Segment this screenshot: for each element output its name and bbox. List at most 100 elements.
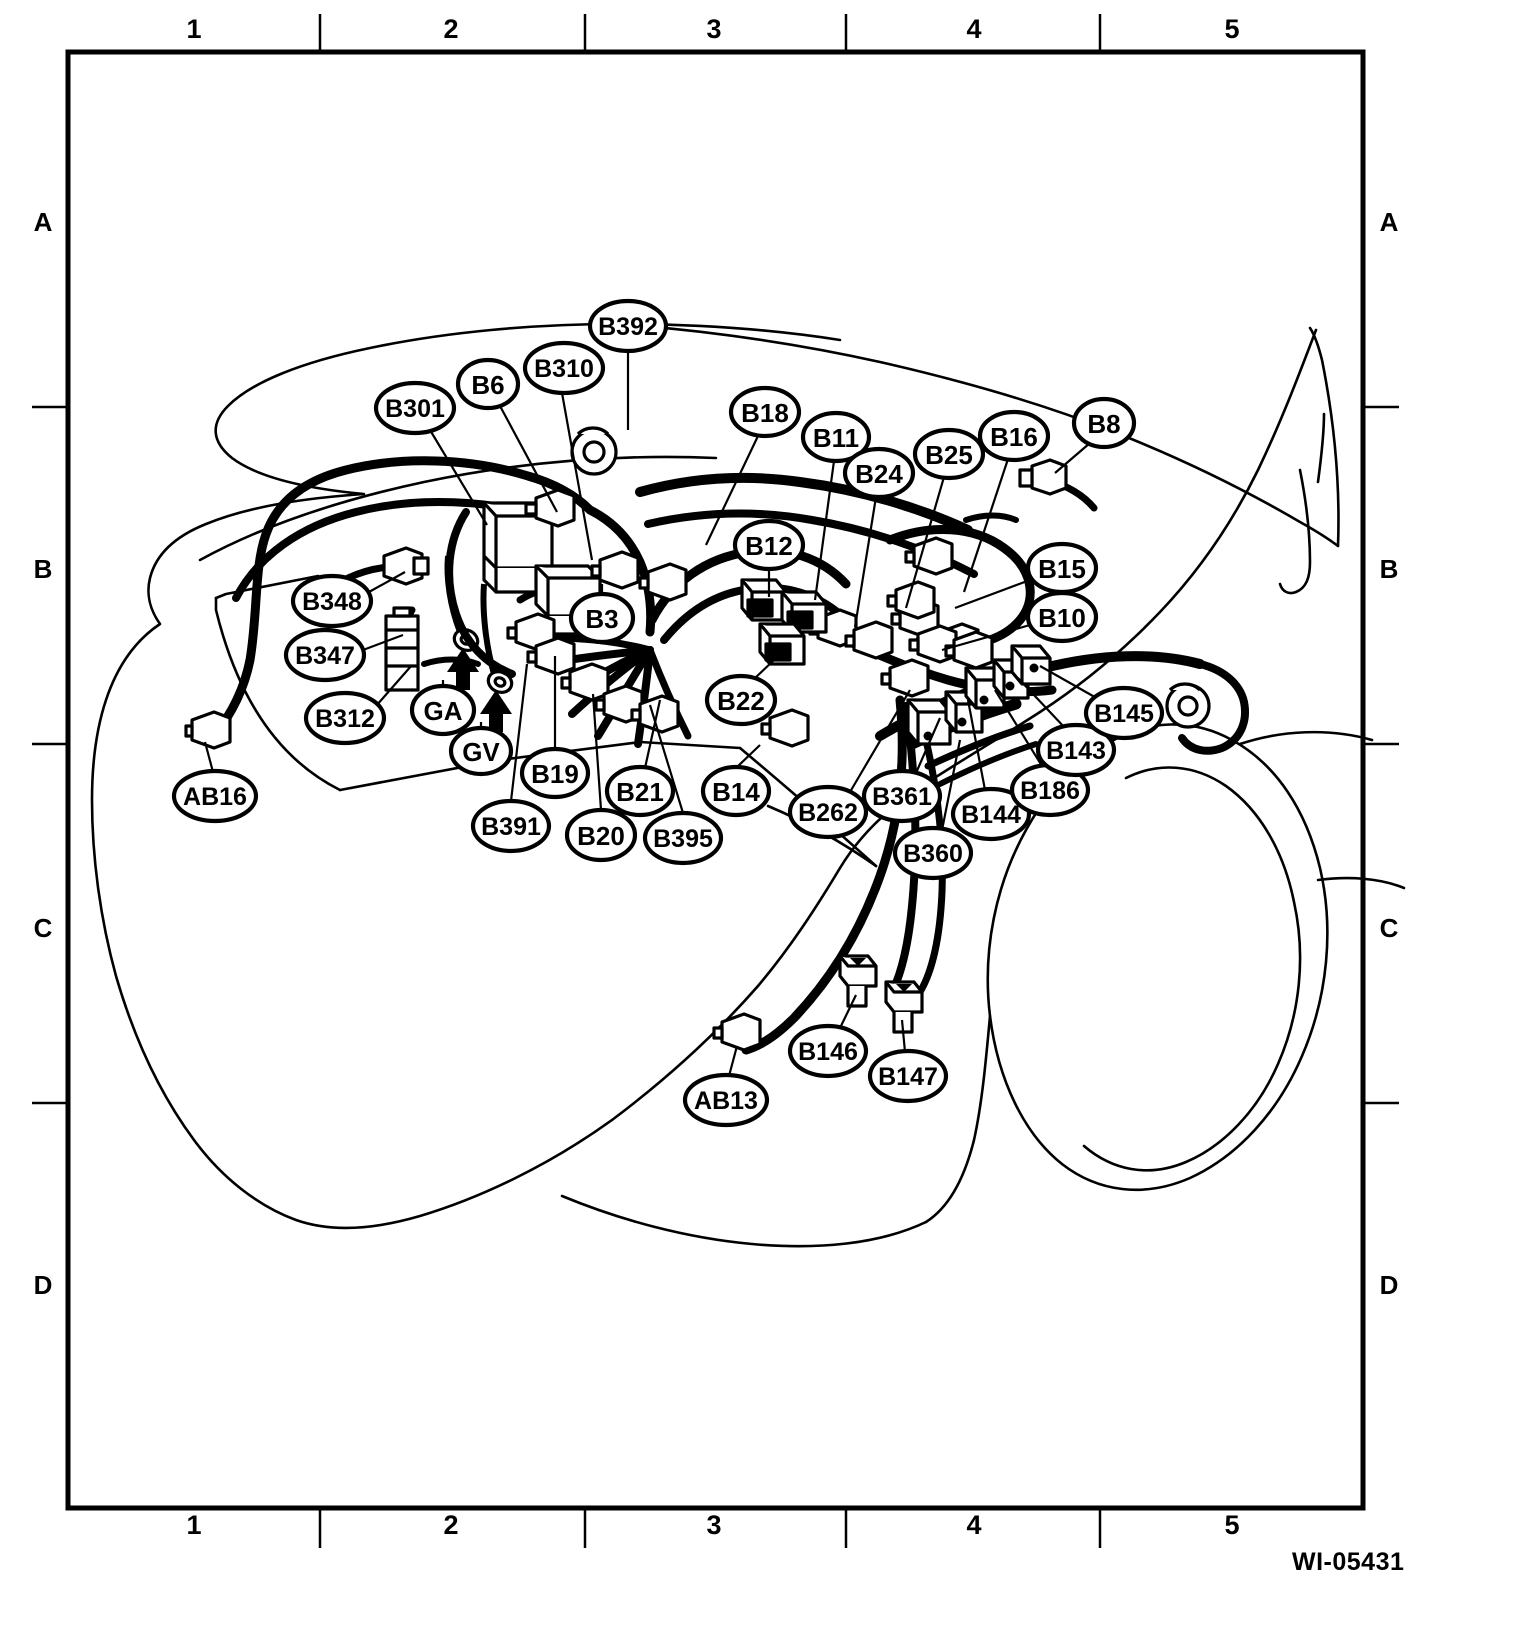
grid-row-label-left-d: D <box>33 1270 53 1300</box>
callout-label-b20: B20 <box>577 821 625 851</box>
callout-bubble-b395 <box>642 810 724 866</box>
callout-label-gv: GV <box>462 737 500 767</box>
figure-code: WI-05431 <box>1292 1548 1405 1576</box>
grid-row-label-left-c: C <box>33 913 53 943</box>
callout-label-b392: B392 <box>598 313 658 341</box>
callout-b24[interactable]: B24 <box>842 446 916 500</box>
callout-label-b147: B147 <box>878 1063 938 1091</box>
callout-b25[interactable]: B25 <box>912 427 986 481</box>
callout-b262[interactable]: B262 <box>787 784 869 840</box>
grid-col-label-bottom-1: 1 <box>186 1510 202 1540</box>
callout-b144[interactable]: B144 <box>950 786 1032 842</box>
callout-b16[interactable]: B16 <box>977 409 1051 463</box>
callout-bubble-b12 <box>732 518 806 572</box>
callout-label-b11: B11 <box>813 423 859 453</box>
grid-row-label-right-c: C <box>1379 913 1399 943</box>
callout-label-b145: B145 <box>1094 700 1154 728</box>
callout-leader-b310 <box>560 392 594 561</box>
callout-b312[interactable]: B312 <box>303 690 387 746</box>
callout-b6[interactable]: B6 <box>455 357 521 411</box>
callout-b11[interactable]: B11 <box>800 410 872 464</box>
callout-b391[interactable]: B391 <box>470 798 552 854</box>
callout-label-b391: B391 <box>481 813 541 841</box>
callout-bubble-gv <box>448 725 514 777</box>
callout-b147[interactable]: B147 <box>867 1048 949 1104</box>
callout-label-b186: B186 <box>1020 777 1080 805</box>
callout-bubble-b301 <box>373 380 457 436</box>
ground-point-arrows <box>447 648 512 732</box>
callout-b3[interactable]: B3 <box>568 591 636 645</box>
callout-label-ga: GA <box>424 696 463 726</box>
callout-leader-b301 <box>429 429 488 526</box>
grid-row-ticks-right <box>1363 405 1399 1105</box>
callout-b10[interactable]: B10 <box>1025 590 1099 644</box>
callout-leader-b143 <box>1017 677 1066 729</box>
callout-ab16[interactable]: AB16 <box>171 768 259 824</box>
callout-b186[interactable]: B186 <box>1009 762 1091 818</box>
callout-bubble-b10 <box>1025 590 1099 644</box>
callout-leader-b347 <box>362 633 404 652</box>
callout-gv[interactable]: GV <box>448 725 514 777</box>
callout-b310[interactable]: B310 <box>522 340 606 396</box>
callout-b347[interactable]: B347 <box>283 627 367 683</box>
callout-label-b14: B14 <box>712 777 760 807</box>
callout-bubble-b25 <box>912 427 986 481</box>
callout-b143[interactable]: B143 <box>1035 722 1117 778</box>
callout-b19[interactable]: B19 <box>519 746 591 800</box>
callout-ga[interactable]: GA <box>409 683 477 737</box>
callout-b348[interactable]: B348 <box>290 573 374 629</box>
callout-b361[interactable]: B361 <box>861 768 943 824</box>
multipin-connector-cluster-center <box>740 578 828 666</box>
grid-col-label-top-1: 1 <box>186 14 202 44</box>
callout-b392[interactable]: B392 <box>587 298 669 354</box>
callout-bubble-b8 <box>1071 396 1137 450</box>
callout-b22[interactable]: B22 <box>704 673 778 727</box>
callout-bubble-b21 <box>604 764 676 818</box>
callout-bubble-b347 <box>283 627 367 683</box>
harness-connectors <box>184 426 1211 1052</box>
callout-b15[interactable]: B15 <box>1025 541 1099 595</box>
callout-label-b21: B21 <box>616 777 664 807</box>
callout-label-b262: B262 <box>798 799 858 827</box>
callout-b360[interactable]: B360 <box>892 825 974 881</box>
callout-bubble-b391 <box>470 798 552 854</box>
callout-leader-b14 <box>735 744 761 769</box>
callout-b145[interactable]: B145 <box>1083 685 1165 741</box>
callout-bubble-b11 <box>800 410 872 464</box>
callout-bubble-b361 <box>861 768 943 824</box>
callout-leader-b391 <box>509 663 529 802</box>
callout-label-b348: B348 <box>302 588 362 616</box>
callout-b301[interactable]: B301 <box>373 380 457 436</box>
callout-bubble-b14 <box>700 764 772 818</box>
callout-b20[interactable]: B20 <box>564 807 638 863</box>
grid-row-label-right-b: B <box>1379 554 1399 584</box>
callout-bubble-b392 <box>587 298 669 354</box>
callout-bubble-b360 <box>892 825 974 881</box>
callout-b21[interactable]: B21 <box>604 764 676 818</box>
callout-label-b301: B301 <box>385 395 445 423</box>
callout-leader-b24 <box>853 496 878 628</box>
callout-b395[interactable]: B395 <box>642 810 724 866</box>
callout-leader-b146 <box>839 994 857 1029</box>
callout-leader-b8 <box>1054 442 1091 474</box>
callout-leader-b186 <box>994 689 1043 767</box>
callout-leader-b147 <box>900 1019 907 1053</box>
callout-b12[interactable]: B12 <box>732 518 806 572</box>
callout-leader-b6 <box>499 405 558 513</box>
callout-label-b312: B312 <box>315 705 375 733</box>
grommet-b8 <box>1018 458 1068 496</box>
callout-b146[interactable]: B146 <box>787 1023 869 1079</box>
callout-ab13[interactable]: AB13 <box>682 1072 770 1128</box>
ground-arrow-gv <box>480 690 512 732</box>
callout-bubble-b312 <box>303 690 387 746</box>
callout-b14[interactable]: B14 <box>700 764 772 818</box>
callout-leader-b10 <box>941 623 1031 652</box>
callout-b18[interactable]: B18 <box>728 385 802 439</box>
grid-col-label-bottom-3: 3 <box>706 1510 722 1540</box>
callout-bubble-b16 <box>977 409 1051 463</box>
callout-b8[interactable]: B8 <box>1071 396 1137 450</box>
inline-component-b347 <box>384 606 420 692</box>
